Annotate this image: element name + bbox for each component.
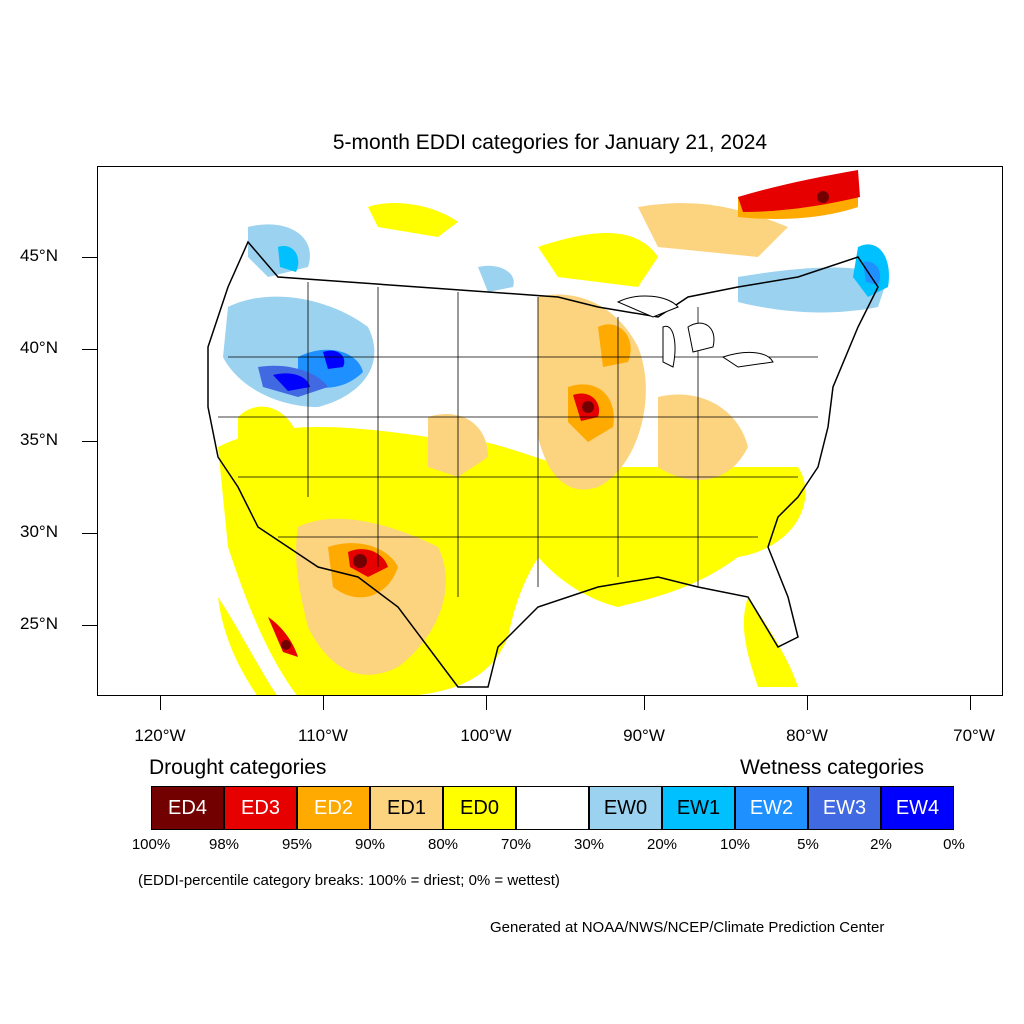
legend-box-ed2: ED2 [297,786,370,830]
lat-label-25: 25°N [20,614,58,633]
legend-box-ew1: EW1 [662,786,735,830]
legend-break-label: 10% [719,836,751,853]
legend-box-ed4: ED4 [151,786,224,830]
eddi-map-svg [207,170,889,695]
wetness-categories-title: Wetness categories [740,756,925,779]
legend-break-label: 100% [131,836,171,853]
legend-box-ed0: ED0 [443,786,516,830]
eddi-map [97,166,1003,696]
legend-break-label: 95% [281,836,313,853]
legend-break-label: 2% [870,836,892,853]
lon-tick-90 [644,696,645,710]
lon-label-110: 110°W [298,726,348,745]
ed4-areas [281,191,829,650]
lat-label-30: 30°N [20,522,58,541]
category-breaks-note: (EDDI-percentile category breaks: 100% =… [138,872,560,889]
lon-tick-80 [807,696,808,710]
credit-line: Generated at NOAA/NWS/NCEP/Climate Predi… [490,919,885,936]
legend-break-label: 30% [573,836,605,853]
lon-label-100: 100°W [460,726,512,745]
drought-categories-title: Drought categories [149,756,327,779]
legend-break-label: 80% [427,836,459,853]
lat-label-45: 45°N [20,246,58,265]
legend-box-ew4: EW4 [881,786,954,830]
lon-label-120: 120°W [134,726,186,745]
lon-label-80: 80°W [786,726,828,745]
legend-break-label: 98% [208,836,240,853]
lon-label-90: 90°W [623,726,665,745]
map-title: 5-month EDDI categories for January 21, … [332,131,768,154]
legend-break-label: 90% [354,836,386,853]
lon-tick-100 [486,696,487,710]
lat-tick-30 [82,533,97,534]
lat-tick-25 [82,625,97,626]
legend-break-label: 5% [797,836,819,853]
legend-break-label: 20% [646,836,678,853]
legend-break-label: 0% [943,836,965,853]
legend-box-ew0: EW0 [589,786,662,830]
lon-tick-70 [970,696,971,710]
legend-box-ew3: EW3 [808,786,881,830]
lon-tick-110 [323,696,324,710]
legend-break-label: 70% [500,836,532,853]
legend-box-ed3: ED3 [224,786,297,830]
lat-label-35: 35°N [20,430,58,449]
legend-box-neutral [516,786,589,830]
conus-outline [207,240,879,688]
great-lakes [616,295,774,368]
state-borders [218,282,818,597]
lon-tick-120 [160,696,161,710]
lat-label-40: 40°N [20,338,58,357]
legend-box-ed1: ED1 [370,786,443,830]
lon-label-70: 70°W [953,726,995,745]
lat-tick-40 [82,349,97,350]
ew0-areas [223,224,888,407]
ew4-areas [273,350,345,391]
lat-tick-45 [82,257,97,258]
lat-tick-35 [82,441,97,442]
legend-box-ew2: EW2 [735,786,808,830]
